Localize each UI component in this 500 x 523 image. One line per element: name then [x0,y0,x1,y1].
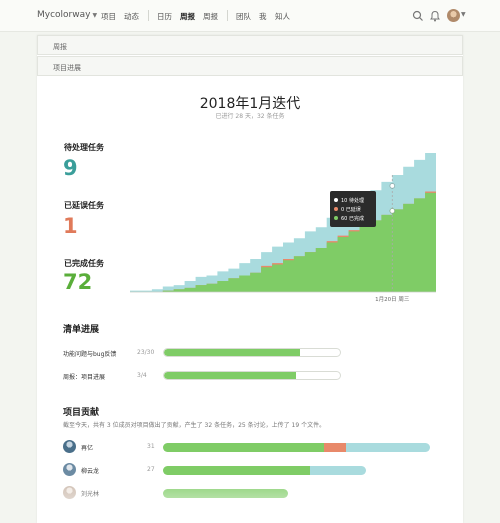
contributor-count: 27 [147,466,155,473]
breadcrumb-label: 项目进展 [53,64,81,72]
nav-item-calendar[interactable]: 日历 [157,12,172,21]
report-card: 周报 项目进展 2018年1月迭代 已进行 28 天，32 条任务 待处理任务 … [37,35,463,523]
stat-pending-value: 9 [63,156,78,180]
checklist-label[interactable]: 周报：项目进展 [63,374,106,381]
stat-done-value: 72 [63,270,93,294]
checklist-progress-fill [164,372,296,379]
breadcrumb-progress[interactable]: 项目进展 [37,56,463,76]
tooltip-swatch-done [334,216,338,220]
nav-item-weekly[interactable]: 周报 [180,12,195,21]
user-avatar[interactable] [447,9,460,22]
checklist-progress-bar [163,348,341,357]
chart-cursor-point [389,208,396,214]
contributor-bar-delayed [324,443,347,452]
tooltip-entry-done: 60 已完成 [341,215,364,222]
checklist-label[interactable]: 功能问题与bug反馈 [63,351,117,358]
chart-area-layers [130,153,436,292]
chart-cursor-point [389,183,396,189]
nav-divider [148,10,149,21]
contributor-bar-done [163,443,325,452]
nav-item-activity[interactable]: 动态 [124,12,139,21]
contributor-avatar [63,463,76,476]
contributor-count: 31 [147,443,155,450]
search-icon[interactable] [411,9,425,23]
contributor-avatar [63,440,76,453]
checklist-progress-bar [163,371,341,380]
contributor-row[interactable]: 柳云龙 27 [63,463,443,477]
nav-item-weekly-report[interactable]: 周报 [203,12,218,21]
stat-pending-label: 待处理任务 [64,143,104,152]
bottom-fade [37,475,463,523]
page-title: 2018年1月迭代 [199,96,301,112]
nav-item-me[interactable]: 我 [259,12,267,21]
breadcrumb-label: 周报 [53,43,67,51]
checklist-count: 23/30 [137,349,155,356]
nav-item-zhiren[interactable]: 知人 [275,12,290,21]
contributions-description: 截至今天，共有 3 位成员对项目做出了贡献，产生了 32 条任务，25 条讨论，… [63,422,326,429]
top-nav: Mycolorway ▼ 项目 动态 日历 周报 周报 团队 我 知人 ▼ [0,0,500,32]
contributor-row[interactable]: 再亿 31 [63,440,443,454]
checklist-count: 3/4 [137,372,147,379]
contributions-title: 项目贡献 [63,408,100,418]
brand-menu[interactable]: Mycolorway ▼ [37,10,97,20]
bell-icon[interactable] [428,9,442,23]
brand-name: Mycolorway [37,10,91,20]
tooltip-swatch-pending [334,198,338,202]
page-subtitle: 已进行 28 天，32 条任务 [215,113,285,120]
contributor-bar-done [163,466,311,475]
stat-delayed-label: 已延误任务 [64,201,104,210]
stat-delayed-value: 1 [63,214,78,238]
chart-x-tick-label: 1月20日 周三 [375,296,410,303]
contributor-bar-pending [346,443,430,452]
stat-done-label: 已完成任务 [64,259,104,268]
nav-item-team[interactable]: 团队 [236,12,251,21]
burnup-chart[interactable]: 1月20日 周三 10 待处理 0 已延误 60 已完成 [130,145,436,305]
nav-divider [227,10,228,21]
area-done [130,192,436,292]
contributor-bar-pending [310,466,366,475]
checklist-progress-fill [164,349,300,356]
checklists-title: 清单进展 [63,325,100,335]
breadcrumb-weekly[interactable]: 周报 [37,35,463,55]
tooltip-entry-pending: 10 待处理 [341,197,364,204]
chevron-down-icon: ▼ [92,12,98,19]
nav-item-projects[interactable]: 项目 [101,12,116,21]
tooltip-entry-delayed: 0 已延误 [341,206,361,213]
tooltip-background [330,191,376,227]
contributor-name: 柳云龙 [81,468,100,475]
chart-tooltip: 10 待处理 0 已延误 60 已完成 [330,191,376,227]
contributor-name: 再亿 [81,445,94,452]
chevron-down-icon[interactable]: ▼ [461,11,466,18]
tooltip-swatch-delayed [334,207,338,211]
